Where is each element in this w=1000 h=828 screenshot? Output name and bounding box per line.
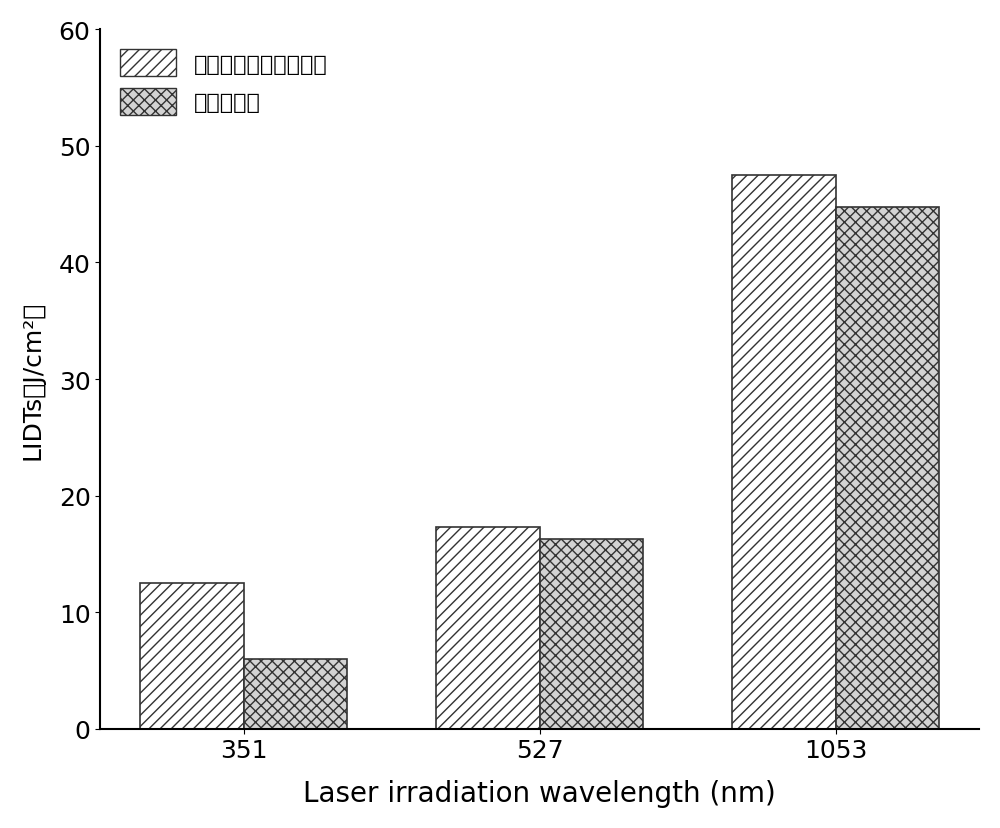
Legend: 二倍频激光色分离玻璃, 熔石英玻璃: 二倍频激光色分离玻璃, 熔石英玻璃 xyxy=(111,41,336,124)
X-axis label: Laser irradiation wavelength (nm): Laser irradiation wavelength (nm) xyxy=(303,779,776,807)
Bar xyxy=(732,176,836,729)
Bar xyxy=(540,539,643,729)
Bar xyxy=(836,207,939,729)
Bar xyxy=(436,527,540,729)
Bar xyxy=(140,584,244,729)
Y-axis label: LIDTs（J/cm²）: LIDTs（J/cm²） xyxy=(21,300,45,460)
Bar xyxy=(244,659,347,729)
